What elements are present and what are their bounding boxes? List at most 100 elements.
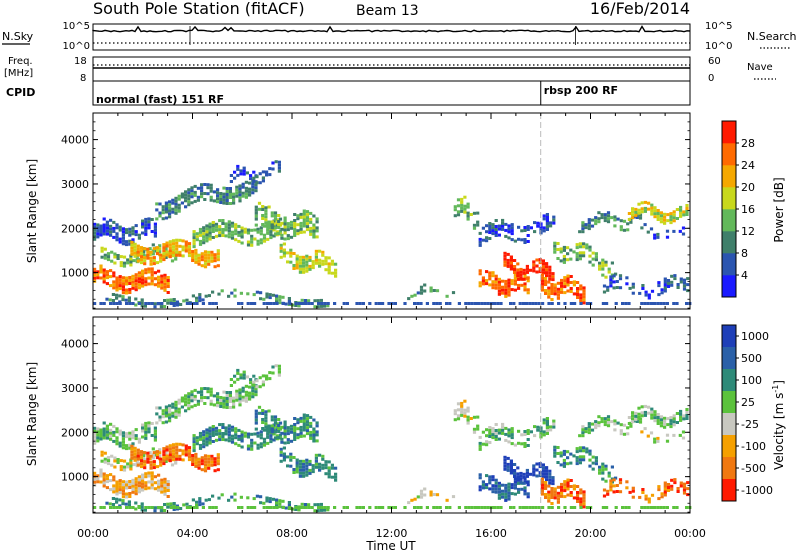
heatmap-cell (96, 273, 100, 277)
heatmap-cell (133, 455, 137, 459)
heatmap-cell (182, 503, 186, 507)
heatmap-cell (553, 289, 557, 293)
heatmap-cell (115, 506, 119, 509)
heatmap-cell (197, 457, 201, 461)
heatmap-cell (533, 221, 537, 225)
heatmap-cell (178, 244, 182, 248)
heatmap-cell (177, 398, 181, 402)
heatmap-cell (180, 396, 184, 400)
heatmap-cell (578, 455, 582, 459)
heatmap-cell (165, 241, 169, 245)
heatmap-cell (303, 299, 307, 302)
heatmap-cell (669, 416, 673, 420)
heatmap-cell (576, 497, 580, 500)
heatmap-cell (240, 439, 244, 443)
heatmap-cell (598, 465, 602, 469)
heatmap-cell (187, 200, 191, 204)
heatmap-cell (203, 396, 207, 399)
heatmap-cell (275, 434, 279, 438)
freq-tick-bottom: 8 (80, 73, 86, 84)
heatmap-cell (131, 274, 135, 278)
heatmap-cell (122, 264, 127, 268)
heatmap-cell (478, 237, 482, 241)
heatmap-cell (161, 205, 165, 209)
heatmap-cell (289, 226, 294, 230)
heatmap-cell (221, 231, 225, 234)
heatmap-cell (238, 193, 242, 197)
heatmap-cell (134, 297, 138, 301)
heatmap-cell (275, 218, 279, 222)
heatmap-cell (374, 506, 378, 509)
heatmap-cell (606, 211, 611, 215)
heatmap-cell (672, 417, 676, 421)
heatmap-cell (288, 506, 292, 509)
heatmap-cell (504, 489, 508, 493)
heatmap-cell (393, 506, 397, 509)
heatmap-cell (501, 224, 505, 228)
heatmap-cell (272, 423, 276, 427)
heatmap-cell (481, 226, 485, 230)
heatmap-cell (147, 480, 151, 484)
heatmap-cell (137, 233, 141, 237)
heatmap-cell (249, 302, 253, 305)
heatmap-cell (200, 462, 204, 466)
heatmap-cell (626, 228, 630, 232)
heatmap-cell (314, 453, 318, 457)
heatmap-cell (166, 505, 170, 509)
heatmap-cell (119, 468, 123, 472)
heatmap-cell (531, 302, 535, 305)
heatmap-cell (553, 454, 557, 458)
heatmap-cell (273, 217, 278, 221)
heatmap-cell (278, 229, 283, 233)
heatmap-cell (211, 434, 215, 437)
heatmap-cell (192, 302, 196, 305)
heatmap-cell (585, 450, 589, 454)
heatmap-cell (575, 252, 579, 256)
heatmap-cell (572, 280, 576, 284)
heatmap-cell (497, 490, 501, 494)
heatmap-cell (526, 483, 530, 487)
heatmap-cell (601, 477, 605, 481)
heatmap-cell (142, 454, 146, 458)
heatmap-cell (238, 397, 242, 401)
heatmap-cell (316, 509, 320, 513)
heatmap-cell (171, 452, 176, 456)
heatmap-cell (562, 248, 566, 252)
heatmap-cell (195, 439, 199, 443)
heatmap-cell (112, 484, 116, 488)
heatmap-cell (640, 207, 644, 211)
colorbar-swatch (722, 435, 736, 458)
heatmap-cell (413, 293, 417, 297)
heatmap-cell (631, 282, 635, 286)
heatmap-cell (255, 290, 259, 294)
heatmap-cell (232, 192, 236, 196)
heatmap-cell (205, 428, 209, 432)
heatmap-cell (663, 212, 667, 216)
heatmap-cell (387, 506, 391, 509)
heatmap-cell (250, 237, 254, 241)
heatmap-cell (302, 459, 306, 463)
heatmap-cell (649, 302, 653, 305)
heatmap-cell (488, 225, 492, 228)
heatmap-cell (581, 428, 585, 432)
heatmap-cell (264, 212, 268, 216)
heatmap-cell (650, 407, 654, 411)
heatmap-cell (168, 459, 172, 463)
heatmap-cell (125, 495, 129, 499)
heatmap-cell (244, 192, 248, 196)
heatmap-cell (294, 302, 298, 305)
heatmap-cell (118, 287, 122, 291)
heatmap-cell (548, 478, 552, 482)
heatmap-cell (594, 255, 598, 259)
colorbar-tick-label: -1000 (741, 484, 773, 497)
heatmap-cell (238, 394, 242, 398)
heatmap-cell (201, 302, 205, 305)
heatmap-cell (96, 480, 100, 484)
heatmap-cell (572, 487, 576, 491)
heatmap-cell (271, 497, 275, 501)
heatmap-cell (485, 239, 489, 243)
heatmap-cell (669, 212, 673, 216)
heatmap-cell (115, 500, 119, 504)
heatmap-cell (485, 236, 489, 240)
